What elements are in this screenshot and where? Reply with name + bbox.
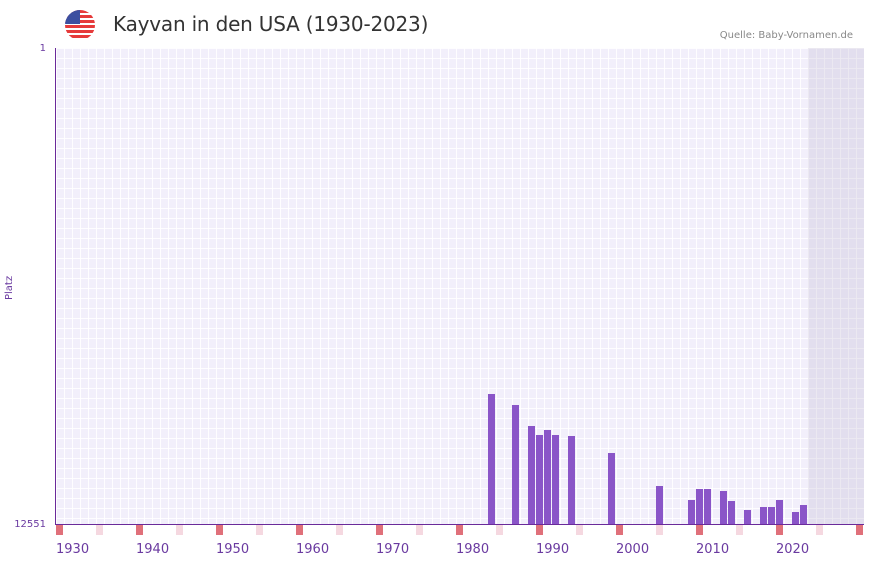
bar-2018[interactable] <box>760 507 767 524</box>
year-marker-1940 <box>136 525 143 535</box>
bar-1994[interactable] <box>568 436 575 524</box>
x-tick-1990: 1990 <box>536 542 570 557</box>
x-tick-1970: 1970 <box>376 542 410 557</box>
x-tick-1950: 1950 <box>216 542 250 557</box>
y-tick-top: 1 <box>39 43 46 54</box>
bar-2011[interactable] <box>704 489 711 524</box>
source-label: Quelle: Baby-Vornamen.de <box>719 30 853 41</box>
bar-2014[interactable] <box>728 501 735 524</box>
x-tick-1960: 1960 <box>296 542 330 557</box>
year-marker-2015 <box>736 525 743 535</box>
year-marker-1990 <box>536 525 543 535</box>
bar-1984[interactable] <box>488 394 495 524</box>
bar-1990[interactable] <box>536 435 543 524</box>
plot-area <box>56 48 864 524</box>
bar-2009[interactable] <box>688 500 695 524</box>
year-marker-2025 <box>816 525 823 535</box>
x-tick-1930: 1930 <box>56 542 90 557</box>
bar-2022[interactable] <box>792 512 799 524</box>
year-marker-1980 <box>456 525 463 535</box>
year-marker-1955 <box>256 525 263 535</box>
year-marker-2005 <box>656 525 663 535</box>
year-marker-1950 <box>216 525 223 535</box>
year-marker-2020 <box>776 525 783 535</box>
bar-1999[interactable] <box>608 453 615 524</box>
x-tick-2020: 2020 <box>776 542 810 557</box>
x-axis-line <box>55 524 864 525</box>
bar-2020[interactable] <box>776 500 783 524</box>
y-tick-bottom: 12551 <box>14 519 46 530</box>
bar-1991[interactable] <box>544 430 551 524</box>
bar-2013[interactable] <box>720 491 727 524</box>
y-axis-line <box>55 48 56 525</box>
bar-2016[interactable] <box>744 510 751 524</box>
year-marker-1975 <box>416 525 423 535</box>
year-marker-1935 <box>96 525 103 535</box>
x-tick-1940: 1940 <box>136 542 170 557</box>
bar-1987[interactable] <box>512 405 519 524</box>
y-axis-label: Platz <box>4 275 15 300</box>
x-tick-2000: 2000 <box>616 542 650 557</box>
future-shade <box>808 48 864 524</box>
year-marker-1985 <box>496 525 503 535</box>
chart-title: Kayvan in den USA (1930-2023) <box>113 12 429 36</box>
year-marker-2010 <box>696 525 703 535</box>
year-marker-1995 <box>576 525 583 535</box>
year-marker-1965 <box>336 525 343 535</box>
year-marker-2030 <box>856 525 863 535</box>
bar-1989[interactable] <box>528 426 535 524</box>
year-marker-2000 <box>616 525 623 535</box>
year-marker-1960 <box>296 525 303 535</box>
year-marker-1930 <box>56 525 63 535</box>
bar-1992[interactable] <box>552 435 559 524</box>
us-flag-icon <box>65 10 95 40</box>
x-tick-2010: 2010 <box>696 542 730 557</box>
bar-2019[interactable] <box>768 507 775 524</box>
x-tick-1980: 1980 <box>456 542 490 557</box>
year-marker-1970 <box>376 525 383 535</box>
year-marker-1945 <box>176 525 183 535</box>
bar-2023[interactable] <box>800 505 807 524</box>
bar-2005[interactable] <box>656 486 663 524</box>
bar-2010[interactable] <box>696 489 703 524</box>
